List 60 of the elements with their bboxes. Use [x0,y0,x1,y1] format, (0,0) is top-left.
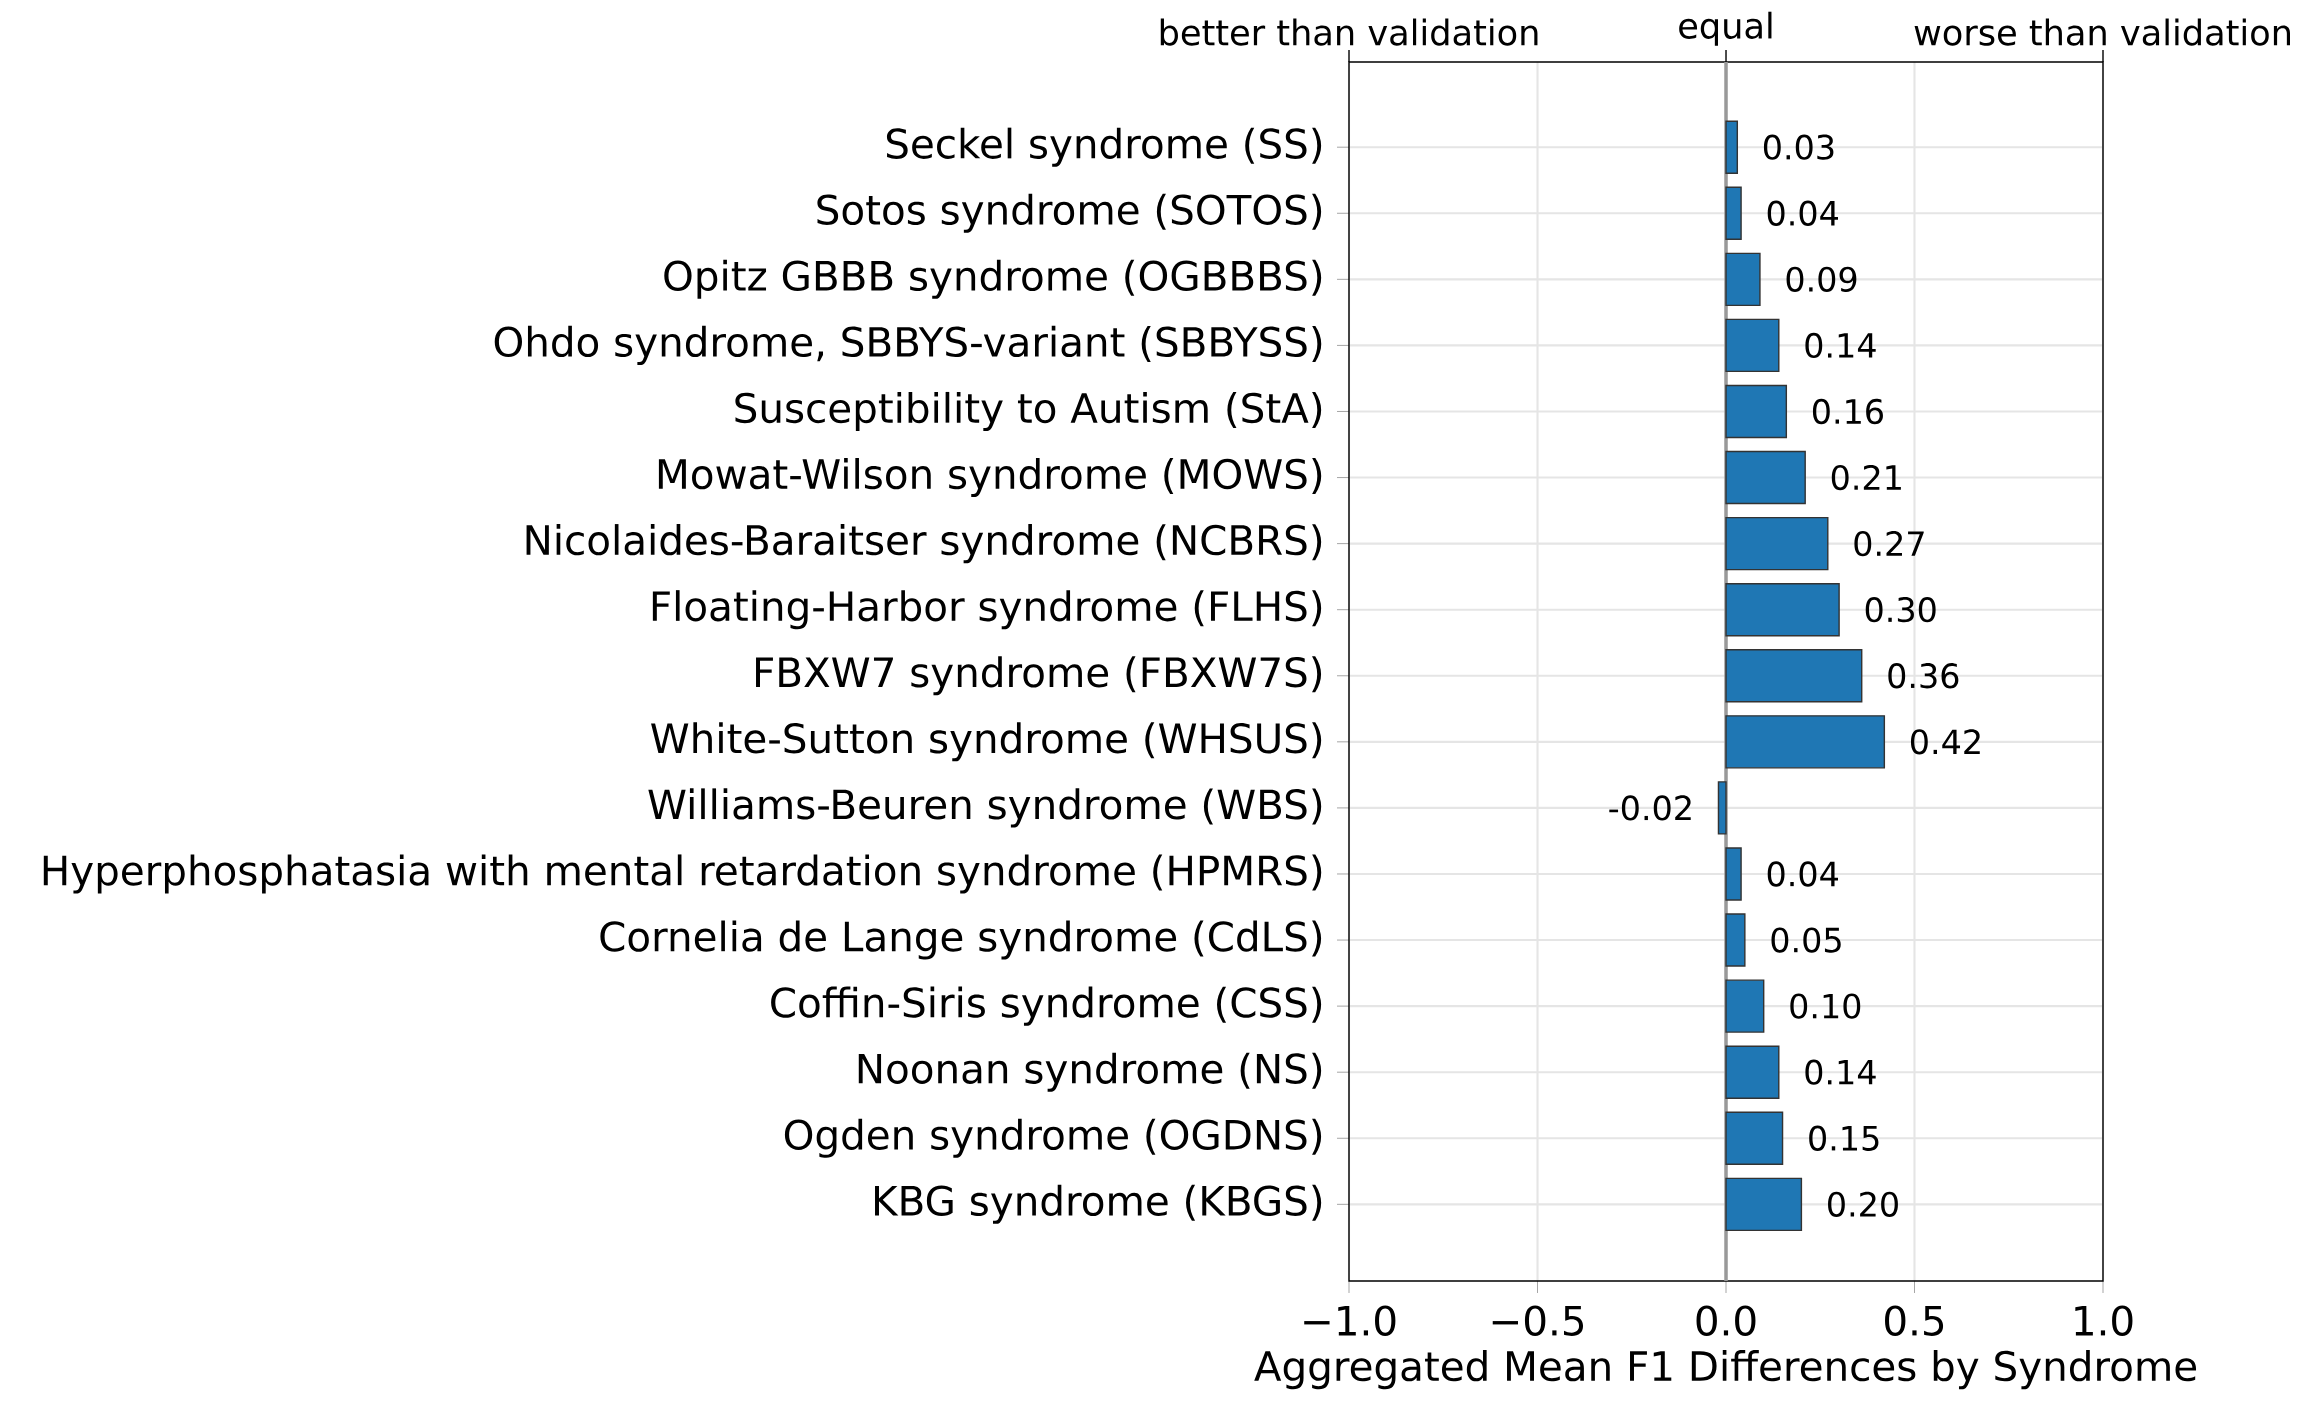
data-label: 0.21 [1831,464,1901,491]
data-label: 0.42 [1910,729,1980,755]
x-tick-label: −0.5 [1492,1305,1584,1336]
y-tick-label: Noonan syndrome (NS) [858,1052,1322,1092]
y-tick-label: Ogden syndrome (OGDNS) [784,1118,1322,1158]
y-tick-label: Ohdo syndrome, SBBYS-variant (SBBYSS) [494,325,1322,365]
bar [1725,913,1746,967]
bar [1725,649,1863,703]
data-label: 0.05 [1771,927,1841,953]
bar [1725,252,1761,307]
data-label: 0.03 [1763,134,1834,160]
y-tick-label: Mowat-Wilson syndrome (MOWS) [658,458,1322,498]
y-tick-label: FBXW7 syndrome (FBXW7S) [756,656,1322,696]
text: worse than validation [1914,18,2290,46]
y-tick-label: White-Sutton syndrome (WHSUS) [651,722,1322,762]
x-tick-label: 1.0 [2075,1305,2133,1336]
data-label: 0.30 [1865,597,1936,623]
x-tick-label: 0.0 [1696,1305,1756,1336]
x-tick-label: −1.0 [1304,1305,1396,1336]
bar [1725,1177,1803,1232]
y-tick-label: Coffin-Siris syndrome (CSS) [771,986,1322,1026]
y-tick-label: KBG syndrome (KBGS) [875,1184,1322,1224]
bar [1725,384,1788,439]
bar [1725,516,1829,571]
data-label: 0.09 [1786,266,1857,292]
bar [1725,450,1806,505]
y-tick-label: Seckel syndrome (SS) [886,127,1322,167]
y-tick-label: Susceptibility to Autism (StA) [735,391,1322,432]
y-tick-label: Nicolaides-Baraitser syndrome (NCBRS) [526,524,1322,564]
data-label: 0.27 [1854,530,1924,557]
text: better than validation [1160,18,1538,46]
bar [1725,318,1780,373]
data-label: 0.15 [1809,1125,1879,1151]
bar [1717,781,1727,835]
bar [1725,979,1765,1033]
data-label: 0.14 [1805,332,1876,359]
y-tick-label: Opitz GBBB syndrome (OGBBBS) [664,259,1322,299]
data-label: 0.04 [1767,200,1838,226]
bar [1725,120,1739,174]
bar [1725,186,1742,240]
y-tick-label: Cornelia de Lange syndrome (CdLS) [600,920,1322,960]
bar [1725,1111,1784,1165]
y-tick-label: Sotos syndrome (SOTOS) [817,193,1322,233]
data-label: 0.20 [1828,1191,1898,1217]
data-label: 0.04 [1767,861,1838,887]
y-tick-label: Williams-Beuren syndrome (WBS) [648,788,1322,828]
data-label: 0.36 [1888,663,1959,689]
bar [1725,715,1886,769]
y-tick-label: Floating-Harbor syndrome (FLHS) [652,590,1322,630]
y-tick-label: Hyperphosphatasia with mental retardation syndrome (HPMRS) [43,854,1322,894]
ref-line-label: equal [1679,11,1772,46]
data-label: 0.16 [1812,398,1883,425]
bar [1725,582,1840,637]
x-axis-title: Aggregated Mean F1 Differences by Syndrome [1254,1350,2197,1390]
bar [1725,847,1742,901]
data-label: 0.14 [1805,1059,1876,1085]
x-tick-label: 0.5 [1885,1305,1944,1336]
data-label: -0.02 [1609,795,1691,821]
data-label: 0.10 [1790,993,1861,1019]
bar [1725,1045,1780,1099]
